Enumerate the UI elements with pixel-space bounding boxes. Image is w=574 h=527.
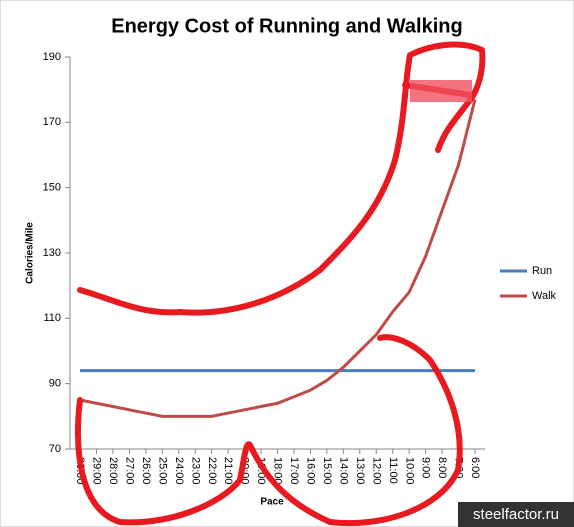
y-tick-label: 190: [43, 51, 61, 63]
y-tick-label: 150: [43, 182, 61, 194]
legend-label: Walk: [532, 290, 557, 302]
x-tick-label: 25:00: [156, 457, 168, 485]
x-tick-label: 27:00: [123, 457, 135, 485]
watermark-box: [458, 502, 574, 527]
x-tick-label: 10:00: [403, 457, 415, 485]
x-tick-label: 24:00: [173, 457, 185, 485]
x-tick-label: 15:00: [321, 457, 333, 485]
x-tick-label: 16:00: [305, 457, 317, 485]
y-tick-label: 110: [43, 312, 61, 324]
y-tick-label: 130: [43, 247, 61, 259]
scribble-fill: [410, 80, 472, 102]
y-tick-label: 90: [49, 378, 61, 390]
x-tick-label: 18:00: [272, 457, 284, 485]
x-tick-label: 11:00: [387, 457, 399, 484]
x-tick-label: 13:00: [354, 457, 366, 485]
x-tick-label: 29:00: [91, 457, 103, 485]
chart-title: Energy Cost of Running and Walking: [111, 15, 462, 37]
x-tick-label: 8:00: [436, 457, 448, 478]
series-line: [79, 99, 477, 418]
x-tick-label: 21:00: [222, 457, 234, 485]
y-tick-label: 70: [49, 443, 61, 455]
x-tick-label: 14:00: [337, 457, 349, 485]
x-tick-label: 28:00: [107, 457, 119, 485]
x-tick-label: 17:00: [288, 457, 300, 485]
x-tick-label: 12:00: [370, 457, 382, 485]
x-tick-label: 26:00: [140, 457, 152, 485]
legend-label: Run: [532, 265, 552, 277]
watermark: steelfactor.ru: [473, 506, 559, 523]
scribble: [75, 41, 486, 527]
x-tick-label: 22:00: [206, 457, 218, 485]
y-tick-label: 170: [43, 116, 61, 128]
y-axis-title: Calories/Mile: [25, 222, 36, 284]
x-tick-label: 9:00: [420, 457, 432, 478]
x-tick-label: 23:00: [189, 457, 201, 485]
x-tick-label: 6:00: [469, 457, 481, 478]
x-axis-title: Pace: [260, 497, 284, 508]
